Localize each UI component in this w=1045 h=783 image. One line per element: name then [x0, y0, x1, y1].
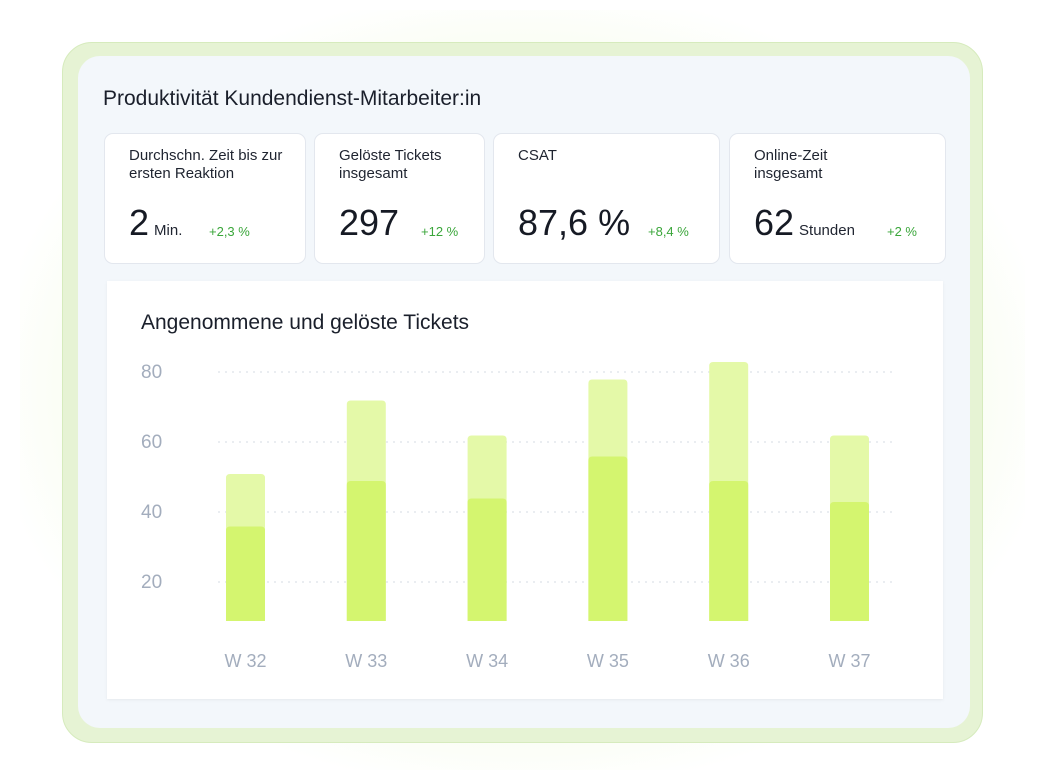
kpi-card-response-time[interactable]: Durchschn. Zeit bis zur ersten Reaktion …: [104, 133, 306, 264]
chart-title: Angenommene und gelöste Tickets: [141, 311, 470, 334]
y-tick-label: 80: [141, 362, 162, 383]
x-tick-label: W 35: [587, 651, 629, 671]
kpi-value: 2: [129, 202, 150, 243]
x-tick-label: W 36: [708, 651, 750, 671]
bar-solved: [830, 502, 869, 621]
panel-title: Produktivität Kundendienst-Mitarbeiter:i…: [103, 87, 482, 110]
kpi-value: 87,6 %: [518, 202, 631, 243]
kpi-unit: Stunden: [799, 222, 855, 239]
y-tick-label: 40: [141, 502, 162, 523]
y-tick-label: 60: [141, 432, 162, 453]
kpi-value: 62: [754, 202, 795, 243]
kpi-value-row: 297: [339, 202, 399, 244]
bar-solved: [467, 498, 507, 621]
kpi-delta: +2,3 %: [209, 224, 250, 239]
bar-solved: [226, 526, 265, 621]
bar-solved: [346, 481, 386, 621]
x-tick-label: W 33: [345, 651, 387, 671]
kpi-delta: +2 %: [887, 224, 917, 239]
kpi-card-solved-tickets[interactable]: Gelöste Tickets insgesamt 297 +12 %: [314, 133, 485, 264]
x-tick-label: W 32: [224, 651, 266, 671]
bar-solved: [709, 481, 749, 621]
kpi-value-row: 2 Min.: [129, 202, 182, 244]
kpi-label: CSAT: [518, 147, 557, 164]
bar-solved: [588, 456, 628, 621]
kpi-value-row: 87,6 %: [518, 202, 630, 244]
kpi-label: Durchschn. Zeit bis zur ersten Reaktion: [129, 147, 283, 182]
kpi-delta: +12 %: [421, 224, 459, 239]
kpi-value-row: 62 Stunden: [754, 202, 855, 244]
kpi-value: 297: [339, 202, 400, 243]
kpi-card-online-time[interactable]: Online-Zeit insgesamt 62 Stunden +2 %: [729, 133, 946, 264]
x-tick-label: W 37: [828, 651, 870, 671]
x-tick-label: W 34: [466, 651, 508, 671]
kpi-unit: Min.: [154, 222, 183, 239]
kpi-label: Gelöste Tickets insgesamt: [339, 147, 442, 182]
kpi-delta: +8,4 %: [648, 224, 689, 239]
y-tick-label: 20: [141, 572, 162, 593]
kpi-label: Online-Zeit insgesamt: [754, 147, 828, 182]
kpi-card-csat[interactable]: CSAT 87,6 % +8,4 %: [493, 133, 720, 264]
